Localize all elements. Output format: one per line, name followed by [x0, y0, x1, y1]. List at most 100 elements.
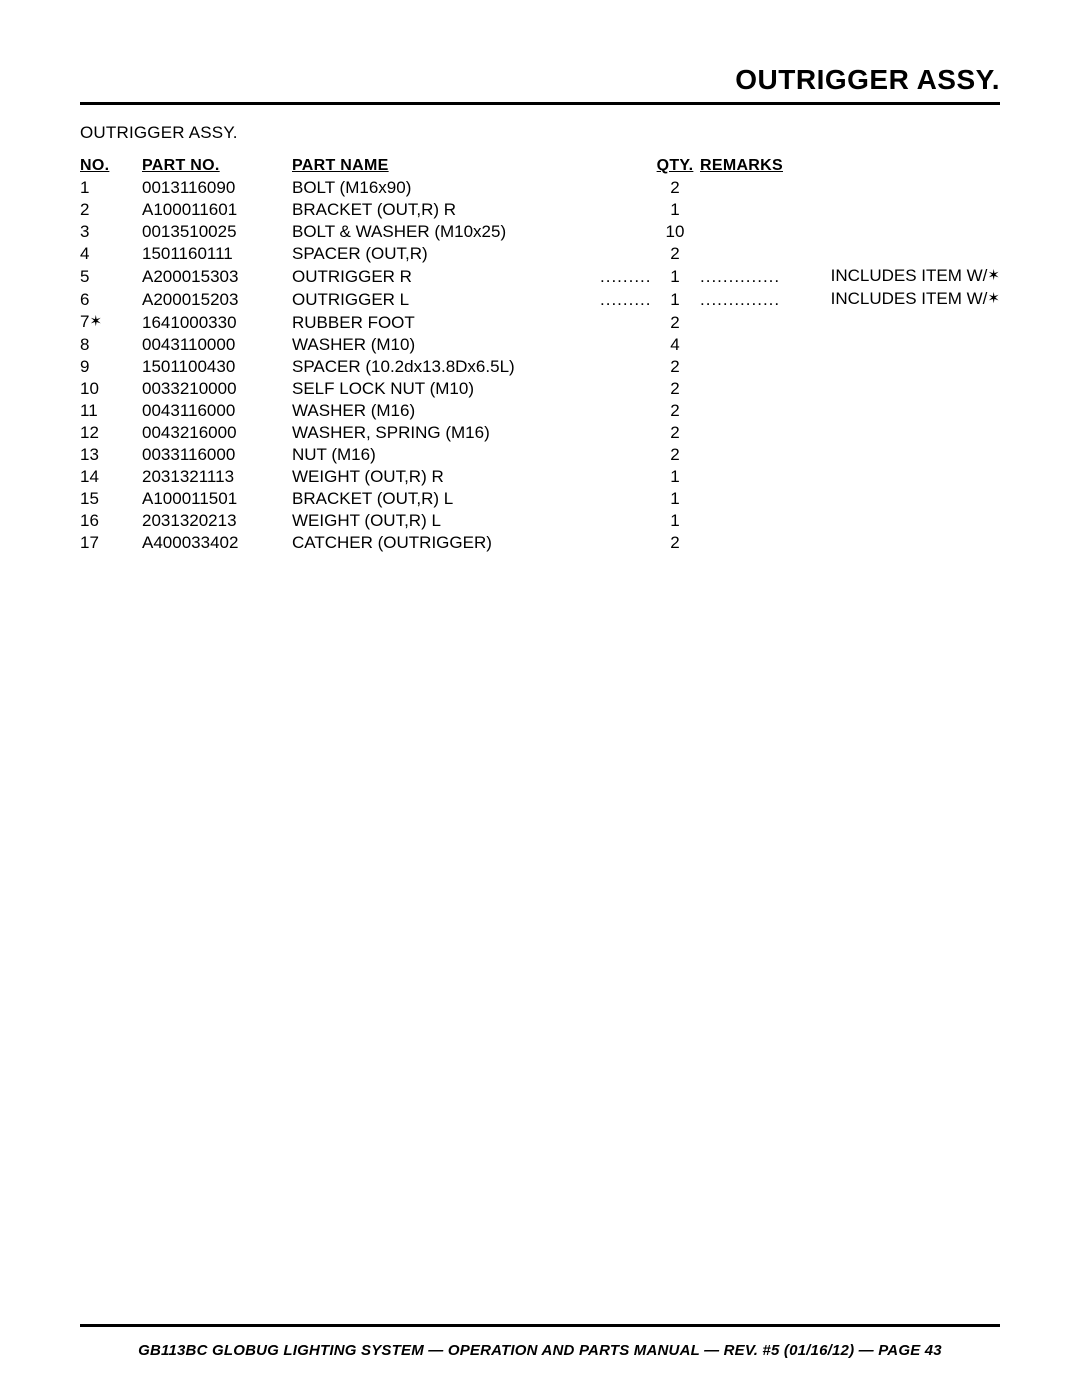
cell-part-name: NUT (M16): [292, 444, 600, 466]
cell-no: 15: [80, 488, 142, 510]
cell-qty: 4: [650, 334, 700, 356]
cell-part-name: OUTRIGGER R: [292, 265, 600, 288]
cell-leader-left: [600, 288, 650, 311]
cell-part-name: BRACKET (OUT,R) R: [292, 199, 600, 221]
cell-leader-left: [600, 400, 650, 422]
table-row: 7✶1641000330RUBBER FOOT2: [80, 311, 1000, 334]
cell-part-name: CATCHER (OUTRIGGER): [292, 532, 600, 554]
cell-part-no: 0033210000: [142, 378, 292, 400]
cell-qty: 10: [650, 221, 700, 243]
cell-no: 3: [80, 221, 142, 243]
cell-remarks: [780, 356, 1000, 378]
table-row: 100033210000SELF LOCK NUT (M10)2: [80, 378, 1000, 400]
cell-leader-left: [600, 265, 650, 288]
cell-part-no: 0043216000: [142, 422, 292, 444]
cell-part-no: 0013510025: [142, 221, 292, 243]
col-header-name: PART NAME: [292, 157, 650, 177]
col-header-part: PART NO.: [142, 157, 292, 177]
table-row: 15A100011501BRACKET (OUT,R) L1: [80, 488, 1000, 510]
cell-leader-left: [600, 488, 650, 510]
cell-qty: 2: [650, 177, 700, 199]
title-block: OUTRIGGER ASSY.: [80, 64, 1000, 96]
cell-remarks: [780, 466, 1000, 488]
cell-no: 1: [80, 177, 142, 199]
cell-qty: 2: [650, 532, 700, 554]
cell-leader-right: [700, 311, 780, 334]
cell-part-name: WASHER, SPRING (M16): [292, 422, 600, 444]
cell-remarks: [780, 532, 1000, 554]
footer-rule: [80, 1324, 1000, 1327]
cell-no: 6: [80, 288, 142, 311]
cell-no: 2: [80, 199, 142, 221]
cell-qty: 1: [650, 488, 700, 510]
cell-leader-right: [700, 356, 780, 378]
cell-qty: 1: [650, 288, 700, 311]
cell-leader-right: [700, 422, 780, 444]
cell-part-no: 2031321113: [142, 466, 292, 488]
col-header-remarks: REMARKS: [700, 157, 1000, 177]
cell-remarks: [780, 177, 1000, 199]
cell-remarks: [780, 488, 1000, 510]
cell-part-no: A100011601: [142, 199, 292, 221]
cell-qty: 2: [650, 444, 700, 466]
cell-leader-left: [600, 444, 650, 466]
cell-qty: 1: [650, 199, 700, 221]
col-header-qty: QTY.: [650, 157, 700, 177]
cell-no: 17: [80, 532, 142, 554]
cell-no: 13: [80, 444, 142, 466]
cell-leader-right: [700, 243, 780, 265]
table-row: 110043116000WASHER (M16)2: [80, 400, 1000, 422]
cell-part-no: 0013116090: [142, 177, 292, 199]
cell-leader-left: [600, 378, 650, 400]
cell-part-name: BOLT & WASHER (M10x25): [292, 221, 600, 243]
cell-part-no: 0033116000: [142, 444, 292, 466]
table-row: 80043110000WASHER (M10) 4: [80, 334, 1000, 356]
cell-part-name: BOLT (M16x90): [292, 177, 600, 199]
star-icon: ✶: [987, 290, 1000, 307]
section-subtitle: OUTRIGGER ASSY.: [80, 123, 1000, 143]
cell-remarks: [780, 444, 1000, 466]
table-row: 41501160111SPACER (OUT,R)2: [80, 243, 1000, 265]
cell-part-no: 0043110000: [142, 334, 292, 356]
cell-leader-right: [700, 510, 780, 532]
cell-remarks: [780, 221, 1000, 243]
table-row: 10013116090BOLT (M16x90) 2: [80, 177, 1000, 199]
star-icon: ✶: [987, 267, 1000, 284]
cell-leader-left: [600, 221, 650, 243]
cell-part-no: 1641000330: [142, 311, 292, 334]
cell-remarks: [780, 334, 1000, 356]
cell-leader-left: [600, 199, 650, 221]
cell-part-no: 1501100430: [142, 356, 292, 378]
table-row: 6A200015203OUTRIGGER L 1 INCLUDES ITEM W…: [80, 288, 1000, 311]
cell-leader-left: [600, 243, 650, 265]
cell-qty: 2: [650, 378, 700, 400]
cell-qty: 2: [650, 243, 700, 265]
cell-leader-left: [600, 422, 650, 444]
table-row: 142031321113WEIGHT (OUT,R) R1: [80, 466, 1000, 488]
parts-table: NO. PART NO. PART NAME QTY. REMARKS 1001…: [80, 157, 1000, 554]
cell-leader-right: [700, 199, 780, 221]
cell-remarks: INCLUDES ITEM W/✶: [780, 265, 1000, 288]
cell-remarks: [780, 311, 1000, 334]
cell-part-name: SPACER (OUT,R): [292, 243, 600, 265]
table-row: 130033116000NUT (M16) 2: [80, 444, 1000, 466]
cell-no: 8: [80, 334, 142, 356]
cell-remarks: [780, 199, 1000, 221]
cell-no: 11: [80, 400, 142, 422]
table-row: 91501100430SPACER (10.2dx13.8Dx6.5L)2: [80, 356, 1000, 378]
cell-leader-right: [700, 466, 780, 488]
cell-leader-right: [700, 400, 780, 422]
cell-remarks: [780, 422, 1000, 444]
page-title: OUTRIGGER ASSY.: [80, 64, 1000, 96]
cell-leader-left: [600, 532, 650, 554]
cell-leader-right: [700, 378, 780, 400]
cell-part-no: A200015203: [142, 288, 292, 311]
cell-leader-right: [700, 288, 780, 311]
title-rule: [80, 102, 1000, 105]
cell-remarks: [780, 378, 1000, 400]
cell-leader-left: [600, 334, 650, 356]
cell-leader-right: [700, 488, 780, 510]
cell-part-no: 1501160111: [142, 243, 292, 265]
cell-qty: 2: [650, 422, 700, 444]
cell-part-name: WASHER (M10): [292, 334, 600, 356]
